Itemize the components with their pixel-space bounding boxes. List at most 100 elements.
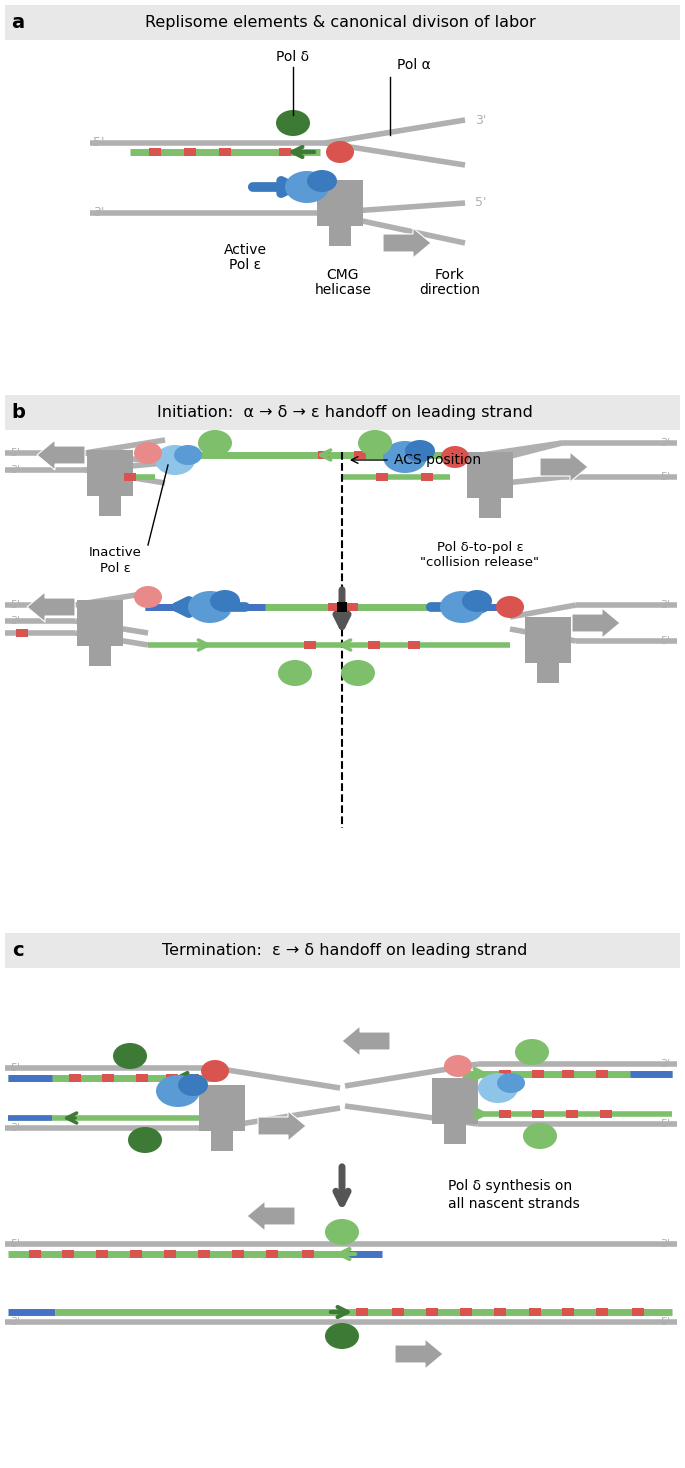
Bar	[184, 148, 196, 156]
Bar	[5, 4, 680, 40]
Bar	[16, 628, 28, 637]
Text: "collision release": "collision release"	[421, 555, 540, 568]
Text: helicase: helicase	[314, 283, 371, 297]
Bar	[279, 148, 291, 156]
Ellipse shape	[156, 1075, 200, 1107]
Bar	[29, 1249, 41, 1258]
Text: 3': 3'	[660, 1239, 670, 1249]
Ellipse shape	[276, 110, 310, 137]
Ellipse shape	[134, 586, 162, 608]
Polygon shape	[572, 608, 620, 639]
Ellipse shape	[341, 661, 375, 686]
Ellipse shape	[326, 141, 354, 163]
Polygon shape	[27, 592, 75, 622]
Text: 5': 5'	[475, 197, 486, 210]
Text: Replisome elements & canonical divison of labor: Replisome elements & canonical divison o…	[145, 15, 536, 29]
Text: 3': 3'	[660, 437, 670, 448]
Ellipse shape	[178, 1075, 208, 1097]
Ellipse shape	[496, 596, 524, 618]
Ellipse shape	[113, 1042, 147, 1069]
Ellipse shape	[201, 1060, 229, 1082]
Bar	[198, 1249, 210, 1258]
Text: all nascent strands: all nascent strands	[448, 1196, 580, 1211]
Ellipse shape	[198, 430, 232, 457]
Bar	[596, 1308, 608, 1315]
Text: direction: direction	[419, 283, 480, 297]
Ellipse shape	[515, 1039, 549, 1064]
Text: 5': 5'	[660, 473, 670, 482]
Text: Pol δ: Pol δ	[277, 50, 310, 65]
Text: Fork: Fork	[435, 269, 465, 282]
Bar	[494, 1308, 506, 1315]
Polygon shape	[247, 1201, 295, 1232]
Ellipse shape	[478, 1073, 518, 1102]
Text: c: c	[12, 941, 24, 960]
Polygon shape	[342, 1026, 390, 1055]
Text: 3': 3'	[10, 617, 20, 625]
Ellipse shape	[307, 170, 337, 192]
Bar	[329, 226, 351, 247]
Ellipse shape	[155, 445, 195, 476]
Polygon shape	[258, 1111, 306, 1141]
Bar	[87, 451, 133, 496]
Bar	[408, 642, 420, 649]
Ellipse shape	[134, 442, 162, 464]
Bar	[266, 1249, 278, 1258]
Bar	[525, 617, 571, 664]
Ellipse shape	[174, 445, 202, 465]
Bar	[532, 1070, 544, 1078]
Ellipse shape	[325, 1218, 359, 1245]
Bar	[96, 1249, 108, 1258]
Text: 3': 3'	[475, 113, 486, 126]
Bar	[532, 1110, 544, 1119]
Bar	[499, 1110, 511, 1119]
Bar	[467, 452, 513, 498]
Bar	[317, 181, 363, 226]
Ellipse shape	[441, 446, 469, 468]
Text: 3': 3'	[10, 1123, 20, 1133]
Bar	[426, 1308, 438, 1315]
Text: 5': 5'	[660, 636, 670, 646]
Bar	[5, 934, 680, 967]
Bar	[69, 1075, 81, 1082]
Bar	[392, 1308, 404, 1315]
Text: 3': 3'	[10, 465, 20, 476]
Bar	[562, 1070, 574, 1078]
Text: 3': 3'	[660, 600, 670, 611]
Bar	[499, 1070, 511, 1078]
Polygon shape	[37, 440, 85, 470]
Text: Termination:  ε → δ handoff on leading strand: Termination: ε → δ handoff on leading st…	[162, 944, 527, 959]
Bar	[596, 1070, 608, 1078]
Ellipse shape	[285, 170, 329, 203]
Bar	[318, 451, 330, 459]
Text: 5': 5'	[10, 1239, 20, 1249]
Bar	[77, 600, 123, 646]
Bar	[187, 1075, 199, 1082]
Text: 3': 3'	[660, 1058, 670, 1069]
Bar	[304, 642, 316, 649]
Bar	[562, 1308, 574, 1315]
Ellipse shape	[358, 430, 392, 457]
Bar	[376, 473, 388, 482]
Bar	[62, 1249, 74, 1258]
Ellipse shape	[444, 1055, 472, 1078]
Bar	[89, 646, 111, 666]
Bar	[460, 1308, 472, 1315]
Text: CMG: CMG	[327, 269, 359, 282]
Polygon shape	[383, 228, 431, 258]
Bar	[136, 1075, 148, 1082]
Text: 5': 5'	[10, 448, 20, 458]
Bar	[102, 1075, 114, 1082]
Bar	[537, 664, 559, 683]
Ellipse shape	[210, 590, 240, 612]
Bar	[444, 1124, 466, 1144]
Bar	[211, 1130, 233, 1151]
Ellipse shape	[278, 661, 312, 686]
Bar	[354, 451, 366, 459]
Bar	[421, 473, 433, 482]
Text: Pol δ synthesis on: Pol δ synthesis on	[448, 1179, 572, 1193]
Bar	[346, 603, 358, 611]
Polygon shape	[540, 452, 588, 482]
Text: Initiation:  α → δ → ε handoff on leading strand: Initiation: α → δ → ε handoff on leading…	[157, 405, 533, 420]
Bar	[368, 642, 380, 649]
